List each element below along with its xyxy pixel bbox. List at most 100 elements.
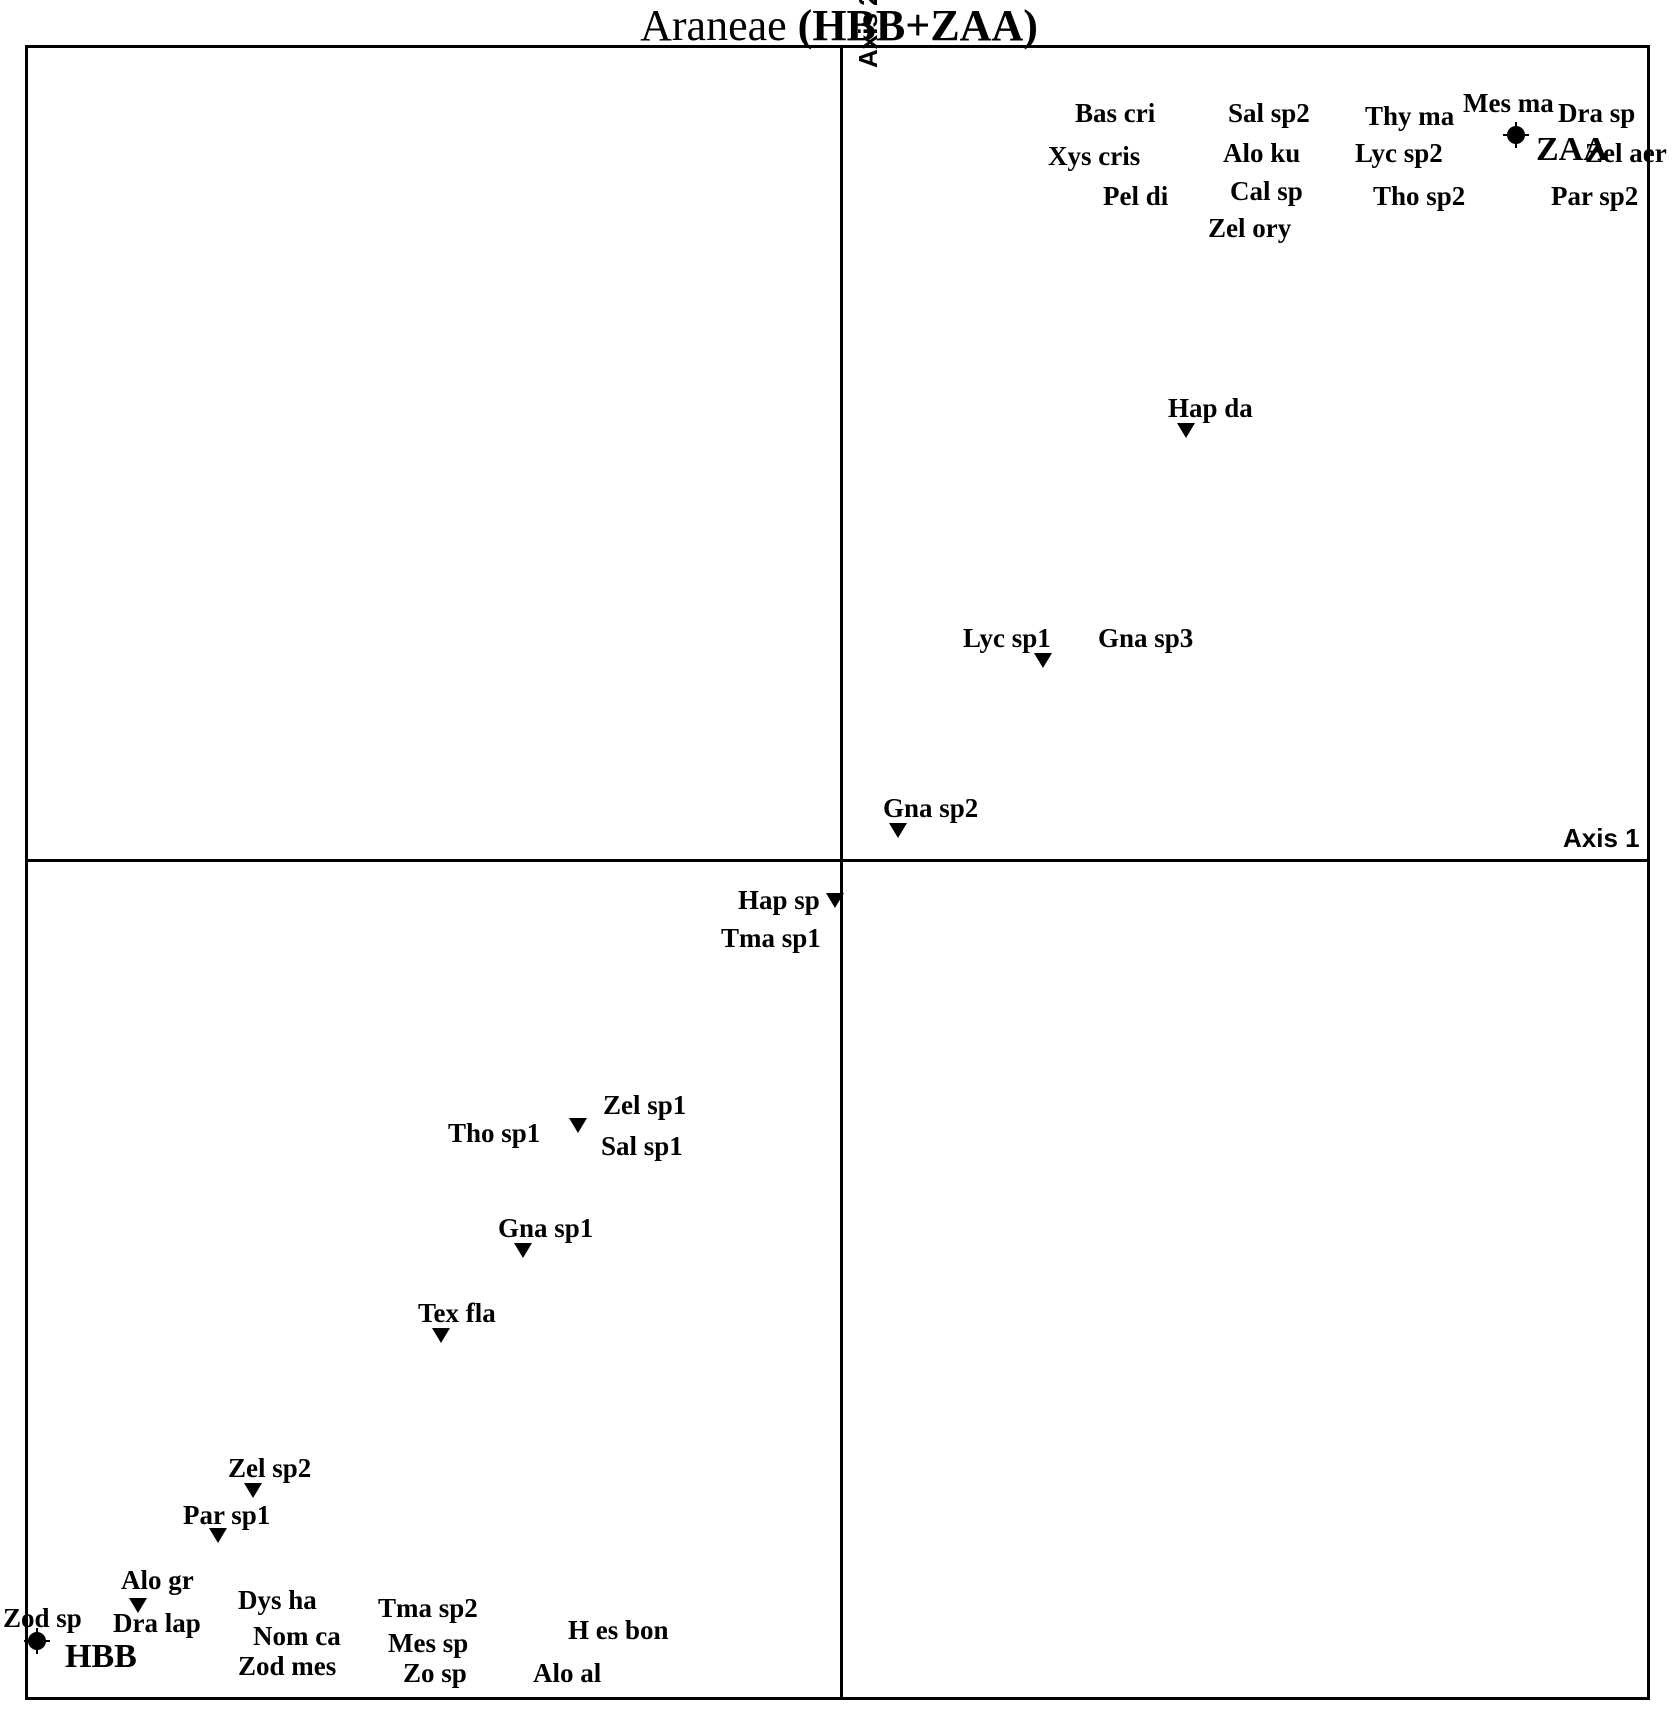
species-gna-sp2-label: Gna sp2 bbox=[883, 793, 978, 824]
species-lyc-sp2: Lyc sp2 bbox=[1355, 138, 1443, 169]
species-alo-gr: Alo gr bbox=[121, 1565, 194, 1596]
species-alo-ku: Alo ku bbox=[1223, 138, 1300, 169]
centroid-zaa-marker bbox=[1507, 126, 1525, 144]
species-zod-sp: Zod sp bbox=[3, 1603, 82, 1634]
species-alo-al: Alo al bbox=[533, 1658, 601, 1689]
species-gna-sp2-marker bbox=[889, 821, 907, 839]
species-gna-sp3-label: Gna sp3 bbox=[1098, 623, 1193, 654]
ordination-chart: Araneae (HBB+ZAA) Axis 1 Axis 2 Bas cri S… bbox=[0, 0, 1678, 1722]
species-dra-sp-label: Dra sp bbox=[1558, 98, 1635, 129]
species-lyc-sp2-label: Lyc sp2 bbox=[1355, 138, 1443, 169]
species-dra-lap: Dra lap bbox=[113, 1608, 201, 1639]
y-axis-line bbox=[840, 48, 843, 1697]
species-lyc-sp1: Lyc sp1 bbox=[963, 623, 1051, 654]
triangle-down-icon bbox=[432, 1328, 450, 1343]
species-bas-cri-label: Bas cri bbox=[1075, 98, 1155, 129]
species-tho-sp1: Tho sp1 bbox=[448, 1118, 540, 1149]
species-gna-sp3: Gna sp3 bbox=[1098, 623, 1193, 654]
plot-area: Axis 1 Axis 2 Bas criSal sp2Thy maMes ma… bbox=[25, 45, 1650, 1700]
species-tma-sp1: Tma sp1 bbox=[721, 923, 821, 954]
species-thy-ma-label: Thy ma bbox=[1365, 101, 1454, 132]
species-alo-ku-label: Alo ku bbox=[1223, 138, 1300, 169]
species-gna-sp1-marker bbox=[514, 1241, 532, 1259]
triangle-down-icon bbox=[244, 1483, 262, 1498]
species-hap-da-label: Hap da bbox=[1168, 393, 1253, 424]
species-zel-sp2-marker bbox=[244, 1481, 262, 1499]
species-hap-sp-marker bbox=[826, 891, 844, 909]
species-par-sp2: Par sp2 bbox=[1551, 181, 1638, 212]
triangle-down-icon bbox=[1177, 423, 1195, 438]
species-pel-di: Pel di bbox=[1103, 181, 1168, 212]
centroid-zaa-label: ZAA bbox=[1536, 131, 1608, 169]
species-zel-ory-label: Zel ory bbox=[1208, 213, 1291, 244]
species-gna-sp2: Gna sp2 bbox=[883, 793, 978, 824]
species-bas-cri: Bas cri bbox=[1075, 98, 1155, 129]
species-par-sp1-marker bbox=[209, 1526, 227, 1544]
species-tho-sp1-marker bbox=[569, 1116, 587, 1134]
species-tho-sp1-label: Tho sp1 bbox=[448, 1118, 540, 1149]
triangle-down-icon bbox=[889, 823, 907, 838]
triangle-down-icon bbox=[569, 1118, 587, 1133]
species-mes-sp-label: Mes sp bbox=[388, 1628, 468, 1659]
species-thy-ma: Thy ma bbox=[1365, 101, 1454, 132]
species-alo-gr-label: Alo gr bbox=[121, 1565, 194, 1596]
species-cal-sp-label: Cal sp bbox=[1230, 176, 1303, 207]
circle-icon bbox=[1507, 126, 1525, 144]
species-zo-sp: Zo sp bbox=[403, 1658, 467, 1689]
species-lyc-sp1-label: Lyc sp1 bbox=[963, 623, 1051, 654]
species-sal-sp2: Sal sp2 bbox=[1228, 98, 1310, 129]
species-dra-sp: Dra sp bbox=[1558, 98, 1635, 129]
species-par-sp2-label: Par sp2 bbox=[1551, 181, 1638, 212]
centroid-zaa: ZAA bbox=[1536, 131, 1608, 169]
centroid-hbb: HBB bbox=[65, 1638, 137, 1676]
species-hap-da-marker bbox=[1177, 421, 1195, 439]
triangle-down-icon bbox=[209, 1528, 227, 1543]
species-xys-cris: Xys cris bbox=[1048, 141, 1140, 172]
triangle-down-icon bbox=[826, 893, 844, 908]
species-dys-ha-label: Dys ha bbox=[238, 1585, 317, 1616]
species-tma-sp2-label: Tma sp2 bbox=[378, 1593, 478, 1624]
species-dys-ha: Dys ha bbox=[238, 1585, 317, 1616]
species-hes-bon: H es bon bbox=[568, 1615, 669, 1646]
chart-title-bold: (HBB+ZAA) bbox=[798, 1, 1038, 50]
x-axis-line bbox=[28, 859, 1647, 862]
species-alo-al-label: Alo al bbox=[533, 1658, 601, 1689]
species-nom-ca: Nom ca bbox=[253, 1621, 341, 1652]
y-axis-label: Axis 2 bbox=[853, 0, 884, 68]
species-gna-sp1: Gna sp1 bbox=[498, 1213, 593, 1244]
species-hap-sp: Hap sp bbox=[738, 885, 820, 916]
species-tho-sp2: Tho sp2 bbox=[1373, 181, 1465, 212]
species-zel-sp2-label: Zel sp2 bbox=[228, 1453, 311, 1484]
triangle-down-icon bbox=[514, 1243, 532, 1258]
species-zel-sp1: Zel sp1 bbox=[603, 1090, 686, 1121]
centroid-hbb-marker bbox=[28, 1632, 46, 1650]
species-hap-sp-label: Hap sp bbox=[738, 885, 820, 916]
chart-title: Araneae (HBB+ZAA) bbox=[640, 0, 1038, 51]
species-sal-sp1-label: Sal sp1 bbox=[601, 1131, 683, 1162]
circle-icon bbox=[28, 1632, 46, 1650]
x-axis-label: Axis 1 bbox=[1563, 823, 1640, 854]
species-tex-fla-marker bbox=[432, 1326, 450, 1344]
species-sal-sp2-label: Sal sp2 bbox=[1228, 98, 1310, 129]
species-zo-sp-label: Zo sp bbox=[403, 1658, 467, 1689]
species-hap-da: Hap da bbox=[1168, 393, 1253, 424]
species-gna-sp1-label: Gna sp1 bbox=[498, 1213, 593, 1244]
species-cal-sp: Cal sp bbox=[1230, 176, 1303, 207]
species-zel-sp1-label: Zel sp1 bbox=[603, 1090, 686, 1121]
chart-title-prefix: Araneae bbox=[640, 1, 798, 50]
species-pel-di-label: Pel di bbox=[1103, 181, 1168, 212]
species-sal-sp1: Sal sp1 bbox=[601, 1131, 683, 1162]
species-tma-sp1-label: Tma sp1 bbox=[721, 923, 821, 954]
species-zel-ory: Zel ory bbox=[1208, 213, 1291, 244]
species-gna-sp3-marker bbox=[1034, 651, 1052, 669]
species-mes-ma-label: Mes ma bbox=[1463, 88, 1554, 119]
species-xys-cris-label: Xys cris bbox=[1048, 141, 1140, 172]
species-nom-ca-label: Nom ca bbox=[253, 1621, 341, 1652]
species-mes-ma: Mes ma bbox=[1463, 88, 1554, 119]
species-dra-lap-label: Dra lap bbox=[113, 1608, 201, 1639]
species-tex-fla: Tex fla bbox=[418, 1298, 496, 1329]
centroid-hbb-label: HBB bbox=[65, 1638, 137, 1676]
species-mes-sp: Mes sp bbox=[388, 1628, 468, 1659]
species-zod-sp-label: Zod sp bbox=[3, 1603, 82, 1634]
species-zel-sp2: Zel sp2 bbox=[228, 1453, 311, 1484]
